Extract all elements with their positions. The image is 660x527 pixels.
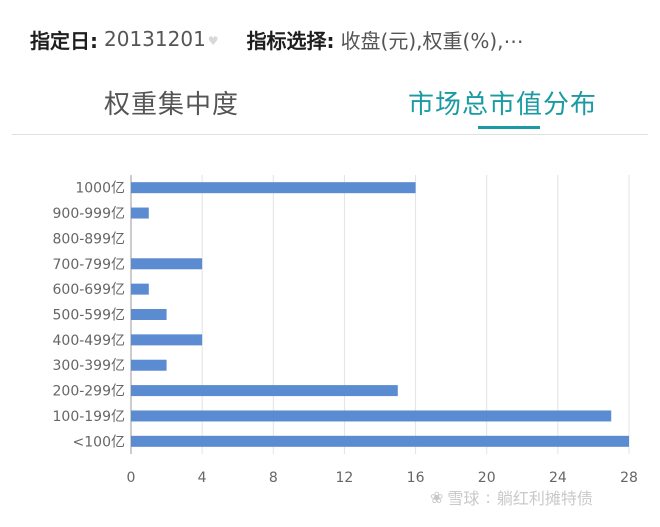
x-tick-label: 24 [549,470,567,486]
category-tick-label: 600-699亿 [53,282,126,298]
category-tick-label: 700-799亿 [53,257,126,273]
x-tick-label: 28 [620,470,638,486]
active-tab-indicator [478,126,540,129]
date-label: 指定日: [30,28,98,53]
bar [131,309,167,320]
x-tick-label: 16 [407,470,425,486]
category-tick-label: 100-199亿 [53,409,126,425]
bar [131,359,167,371]
watermark: ❀ 雪球 : 躺红利摊特债 [430,485,593,509]
category-tick-label: 500-599亿 [53,308,126,324]
bar [131,207,149,219]
market-cap-bar-chart: 1000亿 900-999亿 800-899亿 700-799亿 600-699亿 500… [53,175,638,486]
category-tick-label: <100亿 [73,434,125,450]
filter-row: 指定日: 20131201 ♥ 指标选择: 收盘(元),权重(%),⋯ [30,20,524,58]
category-tick-label: 900-999亿 [53,206,126,222]
tab-bar: 权重集中度 市场总市值分布 [0,78,660,136]
chevron-down-icon[interactable]: ♥ [207,34,219,48]
snowball-logo-icon: ❀ [430,487,444,507]
category-tick-label: 1000亿 [75,181,125,197]
category-tick-label: 400-499亿 [53,333,126,349]
indicator-label: 指标选择: [246,28,335,53]
bar [131,435,629,447]
bar [131,283,149,295]
x-tick-label: 0 [127,470,136,486]
bar [131,182,416,194]
bar [131,410,612,422]
date-selector[interactable]: 20131201 [104,27,206,51]
bar [131,385,398,397]
category-tick-label: 200-299亿 [53,384,126,400]
category-tick-label: 300-399亿 [53,358,126,374]
x-tick-label: 20 [478,470,496,486]
tab-weight-concentration[interactable]: 权重集中度 [104,90,240,120]
watermark-author: 躺红利摊特债 [496,489,593,508]
watermark-separator: : [485,487,491,507]
bar [131,334,203,346]
indicator-selector[interactable]: 收盘(元),权重(%),⋯ [340,28,524,53]
x-tick-label: 12 [336,470,354,486]
bar [131,258,203,270]
x-tick-label: 8 [269,470,278,486]
watermark-brand: 雪球 [447,489,480,508]
x-tick-label: 4 [198,470,207,486]
tab-market-cap-distribution[interactable]: 市场总市值分布 [408,90,598,120]
tab-divider [12,134,648,135]
category-tick-label: 800-899亿 [53,231,126,247]
